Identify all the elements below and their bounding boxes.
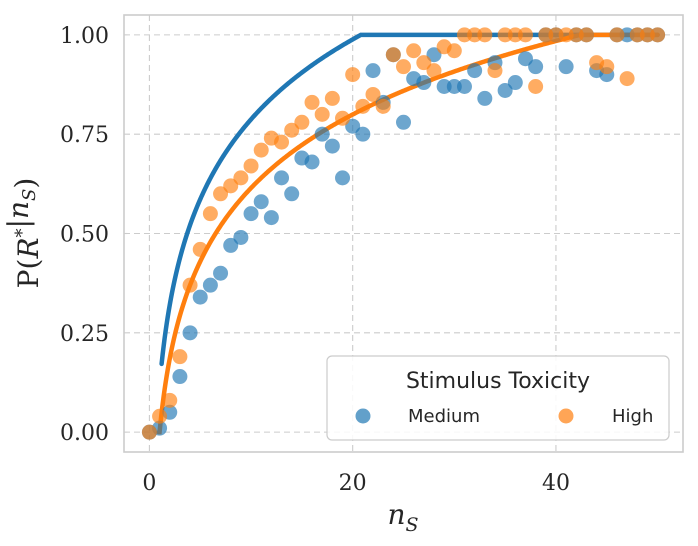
data-point-medium xyxy=(243,206,259,222)
data-point-high xyxy=(284,122,300,138)
legend-title: Stimulus Toxicity xyxy=(406,369,590,394)
data-point-high xyxy=(202,206,218,222)
data-point-high xyxy=(619,71,635,87)
data-point-high xyxy=(426,63,442,79)
data-point-high xyxy=(416,55,432,71)
data-point-high xyxy=(162,392,178,408)
data-point-medium xyxy=(202,277,218,293)
data-point-high xyxy=(324,90,340,106)
legend-box xyxy=(326,355,670,441)
data-point-high xyxy=(650,27,666,43)
data-point-high xyxy=(365,86,381,102)
plot-frame xyxy=(123,14,684,453)
x-tick-label: 0 xyxy=(142,471,156,496)
data-point-medium xyxy=(263,210,279,226)
data-point-high xyxy=(243,158,259,174)
data-point-medium xyxy=(426,47,442,63)
x-tick-label: 40 xyxy=(542,471,570,496)
data-point-high xyxy=(152,408,168,424)
data-point-medium xyxy=(497,82,513,98)
data-point-medium xyxy=(456,79,472,95)
data-point-medium xyxy=(335,170,351,186)
data-point-medium xyxy=(223,237,239,253)
y-axis-label: P(R*|nS) xyxy=(2,178,45,289)
legend-marker-high xyxy=(558,408,574,424)
data-point-medium xyxy=(467,63,483,79)
data-point-medium xyxy=(345,118,361,134)
data-point-medium xyxy=(416,75,432,91)
data-point-medium xyxy=(213,265,229,281)
data-points xyxy=(141,27,666,440)
data-point-medium xyxy=(314,126,330,142)
data-point-high xyxy=(223,178,239,194)
data-point-medium xyxy=(192,289,208,305)
data-point-medium xyxy=(172,369,188,385)
data-point-high xyxy=(487,63,503,79)
y-tick-label: 0.25 xyxy=(60,322,109,347)
data-point-high xyxy=(294,114,310,130)
data-point-medium xyxy=(365,63,381,79)
data-point-high xyxy=(253,142,269,158)
legend-label-medium: Medium xyxy=(408,406,480,427)
y-tick-labels: 0.00 0.25 0.50 0.75 1.00 xyxy=(60,24,109,446)
data-point-high xyxy=(314,106,330,122)
data-point-high xyxy=(599,59,615,75)
data-point-high xyxy=(446,43,462,59)
data-point-high xyxy=(304,94,320,110)
data-point-high xyxy=(528,79,544,95)
legend-marker-medium xyxy=(355,408,371,424)
data-point-high xyxy=(578,27,594,43)
data-point-high xyxy=(477,27,493,43)
data-point-high xyxy=(335,110,351,126)
data-point-medium xyxy=(558,59,574,75)
data-point-high xyxy=(355,98,371,114)
data-point-high xyxy=(172,349,188,365)
data-point-high xyxy=(375,98,391,114)
x-tick-label: 20 xyxy=(339,471,367,496)
data-point-medium xyxy=(517,51,533,67)
data-point-medium xyxy=(507,75,523,91)
y-tick-label: 0.50 xyxy=(60,223,109,248)
y-tick-label: 0.00 xyxy=(60,421,109,446)
data-point-medium xyxy=(528,59,544,75)
data-point-high xyxy=(517,27,533,43)
y-tick-label: 0.75 xyxy=(60,123,109,148)
data-point-high xyxy=(141,424,157,440)
data-point-high xyxy=(213,186,229,202)
data-point-high xyxy=(406,43,422,59)
data-point-high xyxy=(609,27,625,43)
data-point-high xyxy=(233,170,249,186)
data-point-high xyxy=(192,241,208,257)
data-point-high xyxy=(274,134,290,150)
x-tick-labels: 0 20 40 xyxy=(142,471,570,496)
data-point-medium xyxy=(182,325,198,341)
legend: Stimulus Toxicity Medium High xyxy=(326,355,670,441)
data-point-medium xyxy=(355,126,371,142)
x-axis-label: nS xyxy=(387,498,418,536)
data-point-medium xyxy=(477,90,493,106)
data-point-high xyxy=(345,67,361,83)
data-point-medium xyxy=(396,114,411,130)
y-tick-label: 1.00 xyxy=(60,24,109,49)
data-point-medium xyxy=(253,194,269,210)
data-point-medium xyxy=(324,138,340,154)
data-point-medium xyxy=(304,154,320,170)
data-point-high xyxy=(182,277,198,293)
data-point-high xyxy=(385,47,401,63)
legend-label-high: High xyxy=(612,406,653,427)
data-point-high xyxy=(396,59,411,75)
data-point-medium xyxy=(284,186,300,202)
data-point-medium xyxy=(274,170,290,186)
data-point-medium xyxy=(233,229,249,245)
